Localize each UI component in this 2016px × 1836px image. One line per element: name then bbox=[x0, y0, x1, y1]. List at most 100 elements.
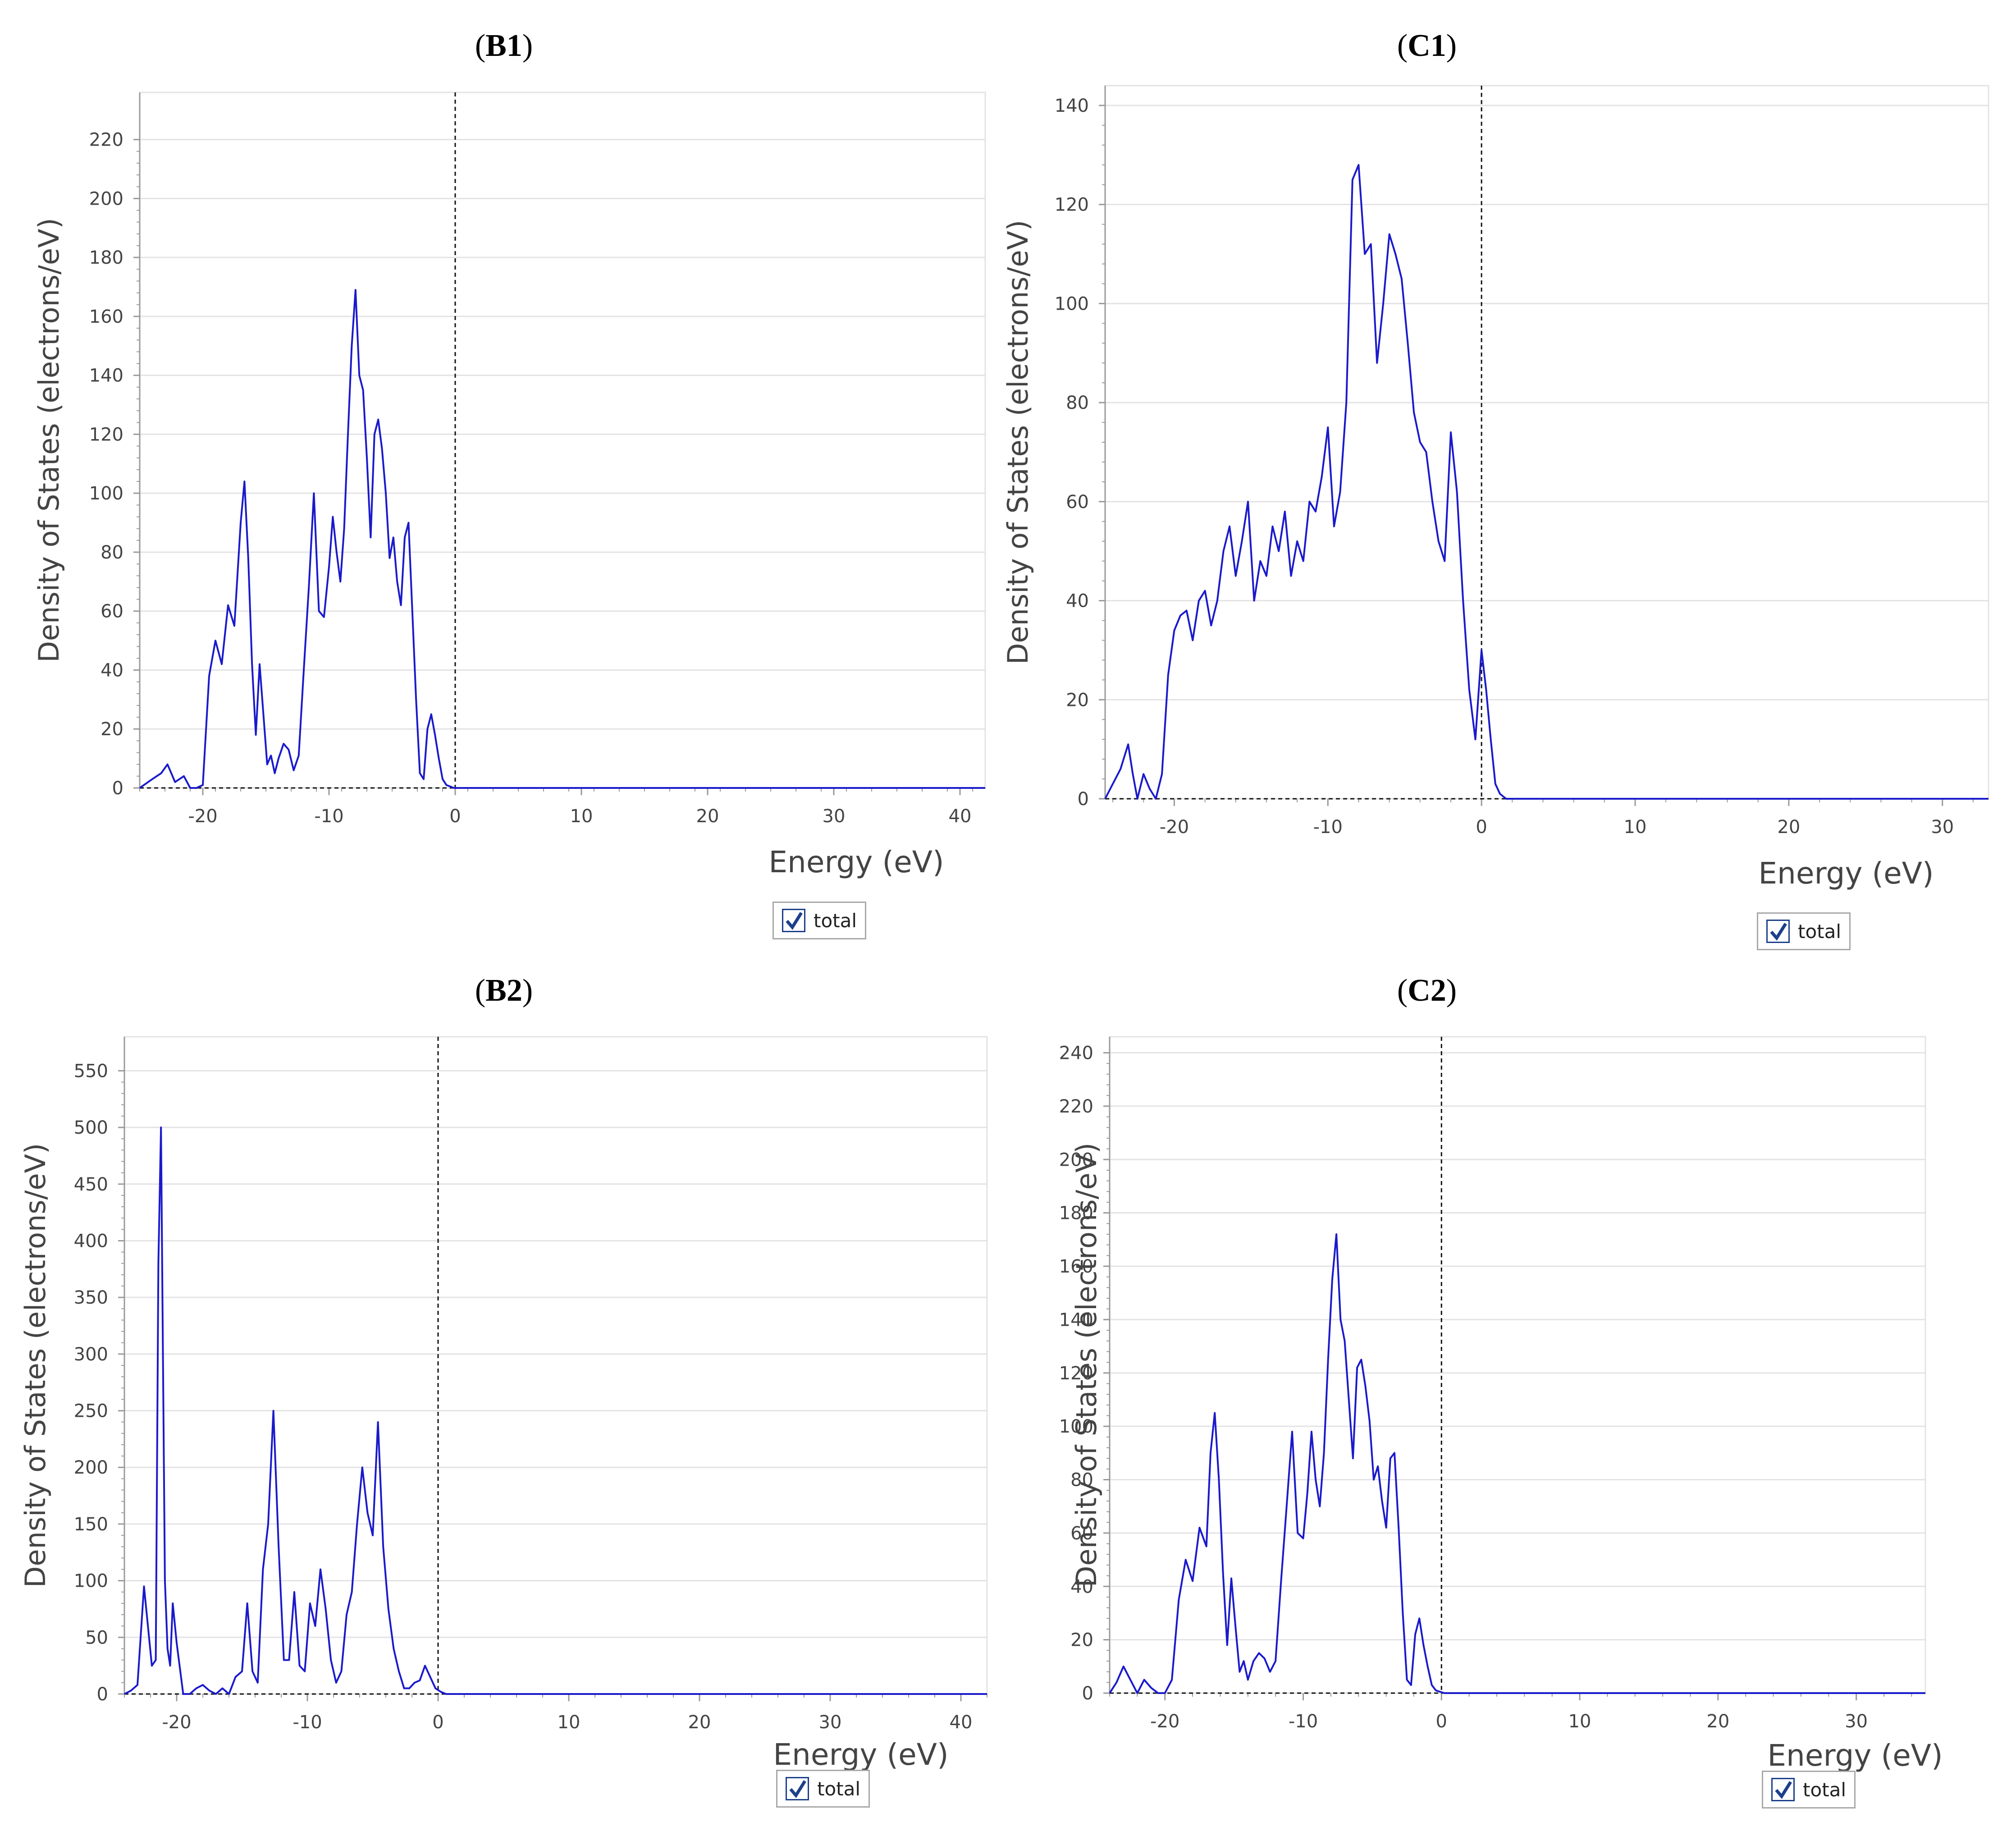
y-tick-label: 120 bbox=[1055, 195, 1089, 215]
dos-plot-c2: 0 20 40 60 80 100 120 140 160 180 200 220 240 -20 -10 0… bbox=[1059, 1036, 1943, 1773]
y-tick-label: 0 bbox=[112, 778, 123, 799]
series-line-total bbox=[124, 1126, 987, 1695]
x-tick-label: 10 bbox=[558, 1712, 581, 1733]
y-tick-label: 60 bbox=[1070, 1523, 1093, 1544]
x-tick-label: 0 bbox=[1476, 817, 1487, 838]
y-tick-label: 160 bbox=[89, 307, 123, 327]
x-tick-label: -10 bbox=[314, 806, 343, 827]
panel-title-c1: (C1) bbox=[1397, 28, 1457, 63]
legend-c2[interactable]: total bbox=[1762, 1771, 1856, 1809]
checkbox-checked-icon[interactable] bbox=[782, 909, 805, 932]
y-tick-label: 250 bbox=[74, 1401, 108, 1422]
x-tick-label: 10 bbox=[1624, 817, 1647, 838]
panel-title-b2: (B2) bbox=[475, 973, 533, 1008]
x-tick-label: 20 bbox=[696, 806, 719, 827]
y-tick-label: 180 bbox=[89, 247, 123, 268]
x-tick-label: -10 bbox=[1313, 817, 1343, 838]
y-tick-label: 240 bbox=[1059, 1043, 1093, 1064]
y-tick-label: 100 bbox=[1055, 293, 1089, 314]
y-tick-label: 120 bbox=[1059, 1363, 1093, 1384]
x-tick-label: 20 bbox=[688, 1712, 711, 1733]
x-tick-label: 0 bbox=[449, 806, 461, 827]
y-tick-label: 500 bbox=[74, 1117, 108, 1138]
x-axis-label: Energy (eV) bbox=[773, 1737, 948, 1772]
checkbox-checked-icon[interactable] bbox=[1771, 1778, 1795, 1801]
y-tick-label: 100 bbox=[89, 483, 123, 504]
x-tick-label: 30 bbox=[1845, 1711, 1868, 1732]
legend-label-total: total bbox=[817, 1777, 861, 1800]
series-line-total bbox=[1109, 1233, 1925, 1694]
legend-label-total: total bbox=[814, 909, 857, 932]
legend-label-total: total bbox=[1798, 920, 1842, 943]
y-tick-label: 200 bbox=[1059, 1149, 1093, 1170]
y-tick-label: 0 bbox=[97, 1684, 108, 1705]
legend-b1[interactable]: total bbox=[773, 902, 867, 939]
checkbox-checked-icon[interactable] bbox=[786, 1777, 809, 1800]
y-tick-label: 400 bbox=[74, 1231, 108, 1251]
y-tick-label: 550 bbox=[74, 1061, 108, 1081]
y-tick-label: 200 bbox=[89, 188, 123, 209]
y-tick-label: 60 bbox=[1066, 492, 1089, 513]
series-line-total bbox=[139, 289, 985, 789]
y-tick-label: 0 bbox=[1082, 1683, 1093, 1704]
x-tick-label: -20 bbox=[1150, 1711, 1179, 1732]
y-tick-label: 300 bbox=[74, 1344, 108, 1365]
chart-panel-b2: (B2) 0 50 100 150 200 250 300 350 400 450 500 550 -2… bbox=[0, 956, 1008, 1836]
x-tick-label: -20 bbox=[188, 806, 217, 827]
legend-c1[interactable]: total bbox=[1757, 912, 1851, 950]
y-tick-label: 220 bbox=[1059, 1096, 1093, 1117]
y-tick-label: 160 bbox=[1059, 1256, 1093, 1277]
plot-area bbox=[1109, 1036, 1926, 1694]
panel-title-c2: (C2) bbox=[1397, 973, 1457, 1008]
y-tick-label: 220 bbox=[89, 130, 123, 151]
x-tick-label: 10 bbox=[570, 806, 593, 827]
y-tick-label: 350 bbox=[74, 1287, 108, 1308]
chart-panel-c1: (C1) 0 20 40 60 80 100 120 140 -20 -10 0 10 20 30 Ener… bbox=[1001, 0, 2016, 956]
x-tick-label: -10 bbox=[293, 1712, 322, 1733]
y-tick-label: 40 bbox=[1066, 591, 1089, 612]
x-tick-label: -10 bbox=[1289, 1711, 1318, 1732]
x-tick-label: -20 bbox=[1160, 817, 1189, 838]
y-tick-label: 80 bbox=[101, 542, 123, 563]
x-tick-label: 20 bbox=[1706, 1711, 1729, 1732]
plot-area bbox=[139, 92, 986, 789]
series-line-total bbox=[1104, 164, 1989, 800]
x-tick-label: 40 bbox=[950, 1712, 973, 1733]
y-tick-label: 450 bbox=[74, 1174, 108, 1195]
x-tick-label: 30 bbox=[1931, 817, 1954, 838]
y-axis-label: Density of States (electrons/eV) bbox=[1001, 220, 1034, 664]
x-tick-label: -20 bbox=[162, 1712, 191, 1733]
x-tick-label: 40 bbox=[949, 806, 972, 827]
x-tick-label: 30 bbox=[823, 806, 846, 827]
y-tick-label: 200 bbox=[74, 1457, 108, 1478]
x-axis-label: Energy (eV) bbox=[1767, 1738, 1943, 1773]
plot-area bbox=[123, 1036, 988, 1695]
dos-plot-b2: 0 50 100 150 200 250 300 350 400 450 500 550 -20 -10 0… bbox=[19, 1036, 988, 1772]
chart-panel-c2: (C2) 0 20 40 60 80 100 120 140 160 180 200 220 240 -2… bbox=[1008, 956, 2016, 1836]
y-tick-label: 20 bbox=[1070, 1630, 1093, 1651]
dos-plot-c1: 0 20 40 60 80 100 120 140 -20 -10 0 10 20 30 Energy (e… bbox=[1001, 85, 1989, 891]
y-tick-label: 180 bbox=[1059, 1203, 1093, 1224]
legend-b2[interactable]: total bbox=[776, 1770, 870, 1808]
y-tick-label: 140 bbox=[89, 366, 123, 386]
panel-title-b1: (B1) bbox=[475, 28, 533, 63]
y-tick-label: 20 bbox=[101, 719, 123, 740]
x-tick-label: 30 bbox=[819, 1712, 842, 1733]
y-tick-label: 120 bbox=[89, 424, 123, 445]
x-tick-label: 10 bbox=[1568, 1711, 1591, 1732]
legend-label-total: total bbox=[1803, 1778, 1847, 1801]
y-tick-label: 50 bbox=[85, 1627, 108, 1648]
y-tick-label: 60 bbox=[101, 601, 123, 622]
y-tick-label: 40 bbox=[101, 660, 123, 681]
y-tick-label: 20 bbox=[1066, 690, 1089, 710]
x-tick-label: 20 bbox=[1777, 817, 1800, 838]
chart-panel-b1: (B1) 0 20 40 60 80 100 120 140 160 180 200 220 -20 -1… bbox=[0, 0, 1008, 956]
y-axis-label: Density of States (electrons/eV) bbox=[32, 218, 65, 662]
y-tick-label: 40 bbox=[1070, 1576, 1093, 1597]
y-tick-label: 140 bbox=[1055, 96, 1089, 116]
checkbox-checked-icon[interactable] bbox=[1766, 920, 1790, 943]
y-tick-label: 80 bbox=[1066, 393, 1089, 413]
y-tick-label: 140 bbox=[1059, 1309, 1093, 1330]
x-tick-label: 0 bbox=[432, 1712, 443, 1733]
y-axis-label: Density of States (electrons/eV) bbox=[19, 1143, 52, 1588]
